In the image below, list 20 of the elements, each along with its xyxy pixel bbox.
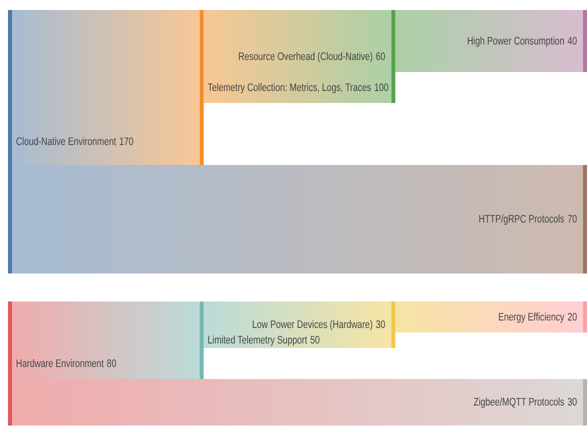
data-label: 30 xyxy=(567,396,578,409)
data-label: 40 xyxy=(567,34,578,48)
data-label: 100 xyxy=(374,81,390,94)
category-label: Hardware Environment xyxy=(16,357,104,370)
data-label: 170 xyxy=(119,136,134,148)
category-label: Cloud-Native Environment xyxy=(16,136,116,148)
category-label: Telemetry Collection: Metrics, Logs, Traces xyxy=(208,81,372,94)
data-label: 60 xyxy=(376,50,386,63)
data-label: 20 xyxy=(567,310,578,324)
category-label: Resource Overhead (Cloud-Native) xyxy=(238,50,373,63)
category-label: HTTP/gRPC Protocols xyxy=(478,213,564,226)
category-label: Limited Telemetry Support xyxy=(208,334,308,347)
category-label: High Power Consumption xyxy=(467,34,564,48)
data-label: 50 xyxy=(310,334,320,347)
category-label: Low Power Devices (Hardware) xyxy=(252,318,373,332)
category-label: Energy Efficiency xyxy=(498,310,564,324)
data-label: 30 xyxy=(376,318,386,332)
data-label: 70 xyxy=(567,213,578,226)
data-label: 80 xyxy=(106,357,117,370)
category-label: Zigbee/MQTT Protocols xyxy=(473,396,564,409)
